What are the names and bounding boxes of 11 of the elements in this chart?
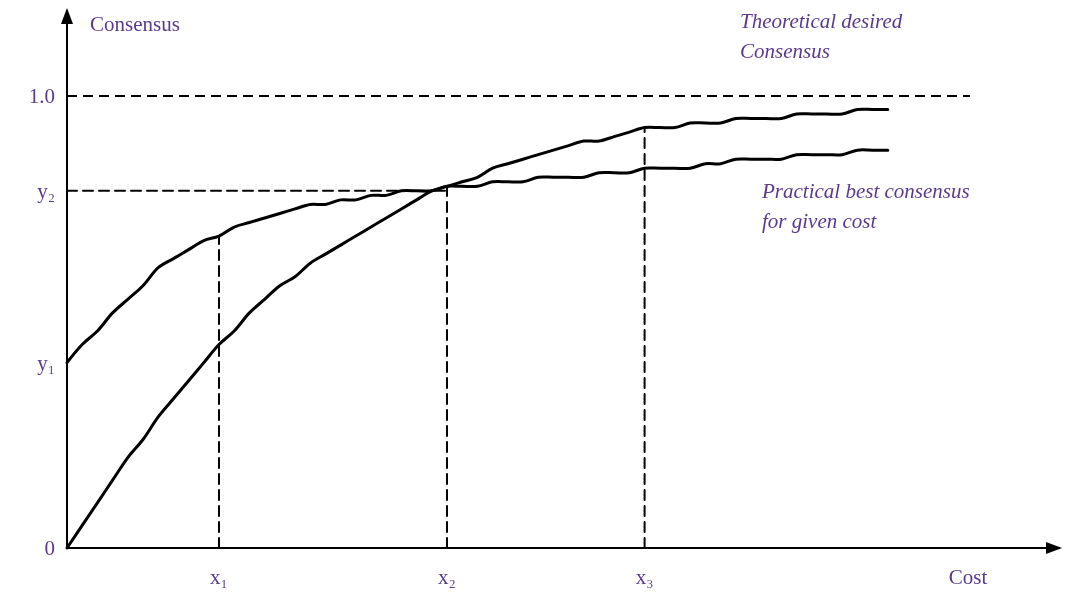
y-tick-label: y₂ (37, 179, 55, 204)
y-tick-label: y₁ (37, 350, 55, 375)
x-tick-label: x₁ (210, 565, 228, 589)
x-axis-title: Cost (948, 565, 988, 589)
y-axis-title: Consensus (90, 12, 180, 36)
annotation: Theoretical desired Consensus (740, 9, 903, 63)
x-tick-label: x₂ (438, 565, 456, 589)
annotation: Practical best consensus for given cost (761, 179, 970, 233)
y-tick-label: 1.0 (28, 84, 55, 109)
x-tick-label: x₃ (635, 565, 654, 589)
y-tick-label: 0 (44, 536, 55, 561)
